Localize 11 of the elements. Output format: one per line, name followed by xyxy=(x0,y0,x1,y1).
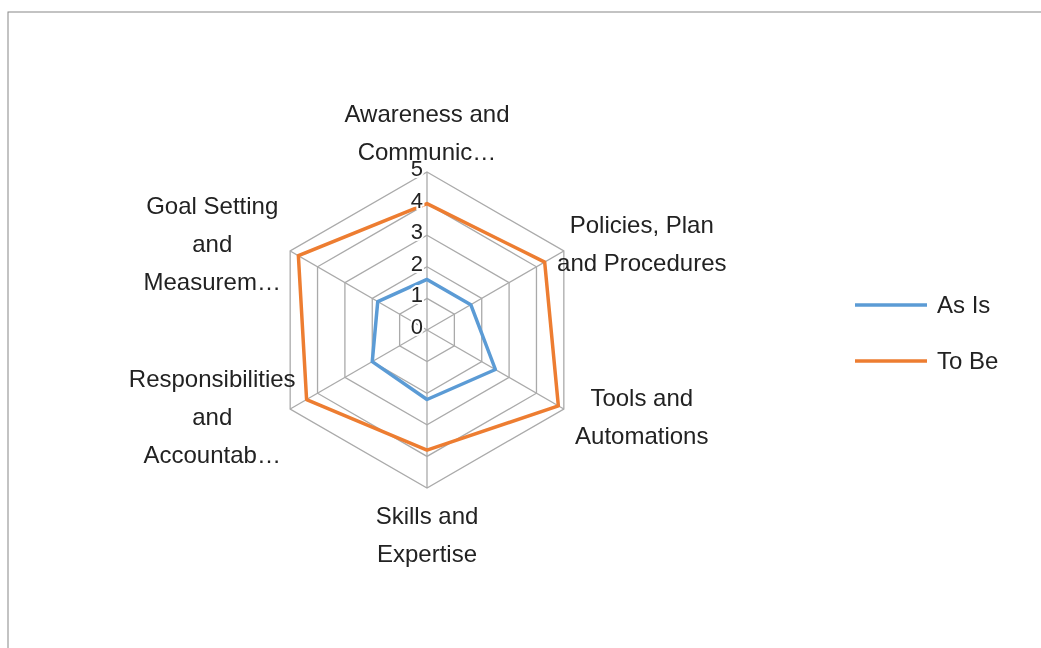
spoke-label: Policies, Plan and Procedures xyxy=(557,210,727,276)
y-tick-label: 3 xyxy=(410,219,423,245)
spoke-label: Skills and Expertise xyxy=(375,502,479,567)
legend-label: As Is xyxy=(937,291,991,318)
legend-label: To Be xyxy=(937,347,999,374)
y-tick-label: 1 xyxy=(410,282,423,308)
y-tick-label: 0 xyxy=(410,314,423,339)
spoke-label: Responsibilities and Accountab… xyxy=(128,364,296,468)
spoke-label: Tools and Automations xyxy=(575,383,709,449)
y-tick-label: 2 xyxy=(410,250,423,276)
spoke-label: Goal Setting and Measurem… xyxy=(143,191,281,295)
